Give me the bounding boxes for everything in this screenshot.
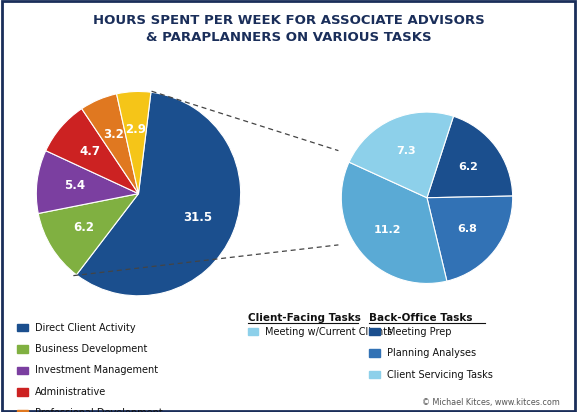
- Wedge shape: [349, 112, 454, 198]
- Wedge shape: [117, 91, 151, 194]
- Text: 6.2: 6.2: [458, 162, 478, 172]
- Text: Meeting w/Current Clients: Meeting w/Current Clients: [265, 327, 393, 337]
- Text: 11.2: 11.2: [373, 225, 401, 235]
- Text: Business Development: Business Development: [35, 344, 147, 354]
- Wedge shape: [341, 162, 447, 283]
- Text: Professional Development: Professional Development: [35, 408, 162, 412]
- Text: 31.5: 31.5: [183, 211, 213, 225]
- Wedge shape: [82, 94, 138, 194]
- Text: 6.8: 6.8: [458, 224, 478, 234]
- Text: Back-Office Tasks: Back-Office Tasks: [369, 314, 473, 323]
- Text: 7.3: 7.3: [396, 146, 416, 156]
- Text: Investment Management: Investment Management: [35, 365, 158, 375]
- Wedge shape: [427, 116, 512, 198]
- Wedge shape: [36, 151, 138, 213]
- Text: HOURS SPENT PER WEEK FOR ASSOCIATE ADVISORS
& PARAPLANNERS ON VARIOUS TASKS: HOURS SPENT PER WEEK FOR ASSOCIATE ADVIS…: [93, 14, 484, 44]
- Text: 6.2: 6.2: [73, 221, 94, 234]
- Text: 4.7: 4.7: [79, 145, 100, 158]
- Wedge shape: [38, 194, 138, 275]
- Wedge shape: [427, 196, 513, 281]
- Text: Client Servicing Tasks: Client Servicing Tasks: [387, 370, 492, 379]
- Text: 5.4: 5.4: [64, 180, 85, 192]
- Text: Meeting Prep: Meeting Prep: [387, 327, 451, 337]
- Text: Administrative: Administrative: [35, 387, 106, 397]
- Text: © Michael Kitces, www.kitces.com: © Michael Kitces, www.kitces.com: [422, 398, 560, 407]
- Text: Client-Facing Tasks: Client-Facing Tasks: [248, 314, 361, 323]
- Text: 3.2: 3.2: [103, 128, 123, 141]
- Text: Planning Analyses: Planning Analyses: [387, 348, 475, 358]
- Text: 2.9: 2.9: [125, 123, 146, 136]
- Wedge shape: [76, 92, 241, 296]
- Text: Direct Client Activity: Direct Client Activity: [35, 323, 135, 332]
- Wedge shape: [46, 109, 138, 194]
